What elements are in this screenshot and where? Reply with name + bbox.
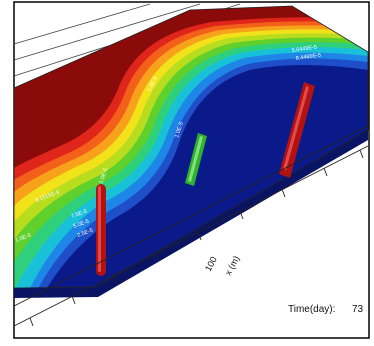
- injection-well-left: [96, 184, 106, 276]
- contour-label: 8.4465E-5: [295, 53, 321, 62]
- time-label: Time(day):: [288, 304, 335, 315]
- contour-label: 2.5E-5: [77, 228, 94, 239]
- contour-label: 1.0E-5: [15, 233, 32, 244]
- slab-outline: [13, 5, 369, 289]
- producer-well: [185, 133, 207, 186]
- contour-label: 5.0E-5: [73, 219, 90, 230]
- contour-label: 7.5E-5: [71, 209, 88, 220]
- injection-well-right: [279, 82, 315, 178]
- contour-label: 5.0449E-5: [291, 45, 317, 54]
- time-value: 73: [352, 304, 364, 315]
- x-axis: [13, 125, 369, 327]
- contour-label: 1.0E-5: [174, 121, 185, 138]
- contour-label: 1.0E-5: [98, 167, 109, 184]
